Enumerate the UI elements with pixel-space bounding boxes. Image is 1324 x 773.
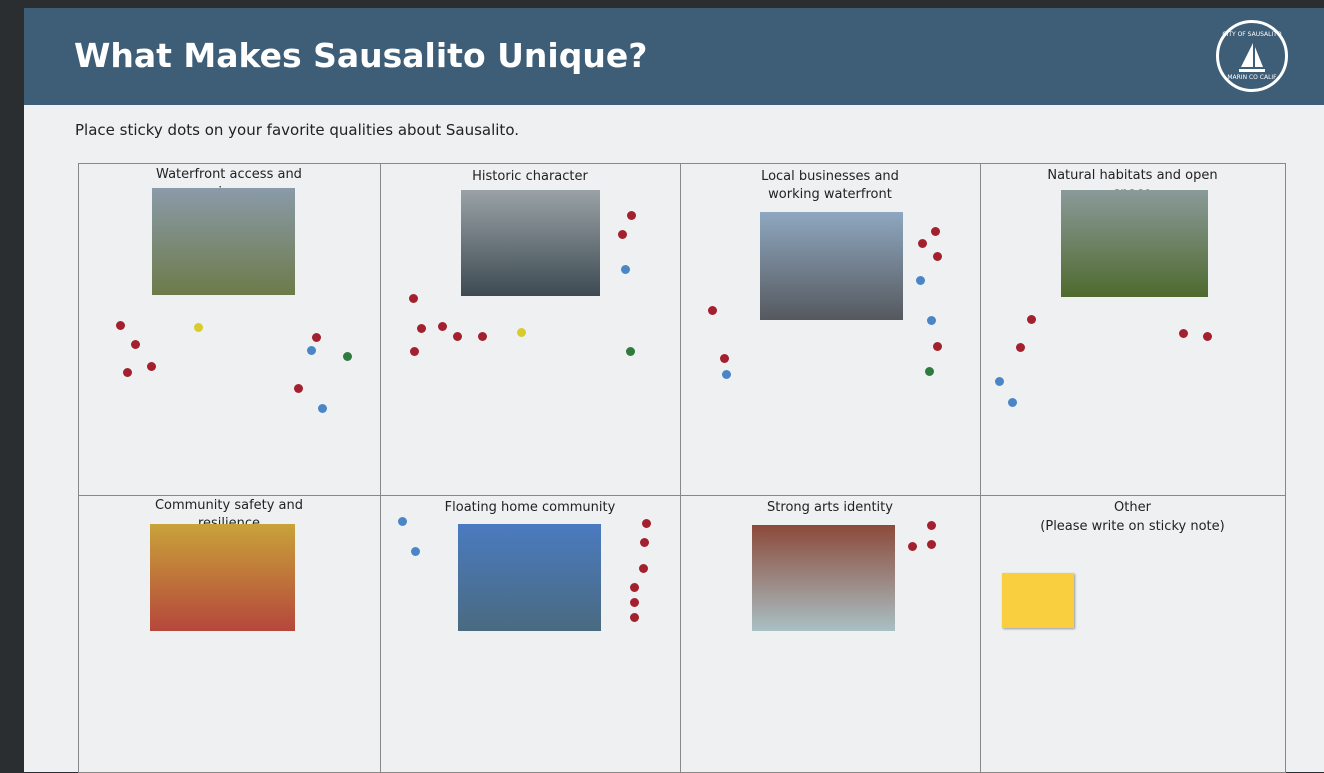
sticky-dot [517, 328, 526, 337]
sticky-dot [639, 564, 648, 573]
sticky-dot [708, 306, 717, 315]
sticky-dot [908, 542, 917, 551]
sticky-dot [1016, 343, 1025, 352]
sticky-dot [411, 547, 420, 556]
sticky-dot [621, 265, 630, 274]
sticky-dot [116, 321, 125, 330]
sticky-dot [318, 404, 327, 413]
sticky-dot [933, 342, 942, 351]
sticky-dot [410, 347, 419, 356]
photo [1061, 190, 1208, 297]
sticky-dot [630, 583, 639, 592]
cell-label: Historic character [380, 168, 680, 186]
photo [760, 212, 903, 320]
sticky-dot [640, 538, 649, 547]
photo [150, 524, 295, 631]
grid-cell [980, 495, 1286, 773]
sticky-dot [642, 519, 651, 528]
photo [461, 190, 600, 296]
sticky-dot [453, 332, 462, 341]
sticky-note [1002, 573, 1074, 628]
city-seal: CITY OF SAUSALITO MARIN CO CALIF [1216, 20, 1288, 92]
page: What Makes Sausalito Unique? CITY OF SAU… [0, 0, 1324, 772]
sticky-dot [627, 211, 636, 220]
sticky-dot [478, 332, 487, 341]
sticky-dot [438, 322, 447, 331]
sticky-dot [147, 362, 156, 371]
sticky-dot [307, 346, 316, 355]
sticky-dot [722, 370, 731, 379]
sticky-dot [927, 316, 936, 325]
sticky-dot [927, 521, 936, 530]
sticky-dot [131, 340, 140, 349]
sticky-dot [918, 239, 927, 248]
sticky-dot [1179, 329, 1188, 338]
title: What Makes Sausalito Unique? [74, 36, 647, 75]
header-band: What Makes Sausalito Unique? CITY OF SAU… [24, 8, 1324, 105]
poster: What Makes Sausalito Unique? CITY OF SAU… [24, 8, 1324, 772]
subtitle: Place sticky dots on your favorite quali… [75, 121, 519, 139]
sticky-dot [123, 368, 132, 377]
sticky-dot [630, 598, 639, 607]
sticky-dot [933, 252, 942, 261]
cell-label: Local businesses and working waterfront [680, 168, 980, 204]
sticky-dot [927, 540, 936, 549]
sticky-dot [398, 517, 407, 526]
sticky-dot [916, 276, 925, 285]
sticky-dot [343, 352, 352, 361]
sticky-dot [720, 354, 729, 363]
sticky-dot [1203, 332, 1212, 341]
cell-label: Strong arts identity [680, 499, 980, 517]
seal-text: MARIN CO CALIF [1219, 74, 1285, 81]
sticky-dot [931, 227, 940, 236]
sticky-dot [312, 333, 321, 342]
sticky-dot [618, 230, 627, 239]
cell-label: Floating home community [380, 499, 680, 517]
sticky-dot [1008, 398, 1017, 407]
sticky-dot [417, 324, 426, 333]
cell-note: (Please write on sticky note) [980, 518, 1285, 536]
photo [152, 188, 295, 295]
sticky-dot [630, 613, 639, 622]
photo [458, 524, 601, 631]
sticky-dot [626, 347, 635, 356]
sticky-dot [409, 294, 418, 303]
sticky-dot [925, 367, 934, 376]
sticky-dot [995, 377, 1004, 386]
sticky-dot [294, 384, 303, 393]
cell-label: Other [980, 499, 1285, 517]
photo [752, 525, 895, 631]
sticky-dot [1027, 315, 1036, 324]
sticky-dot [194, 323, 203, 332]
